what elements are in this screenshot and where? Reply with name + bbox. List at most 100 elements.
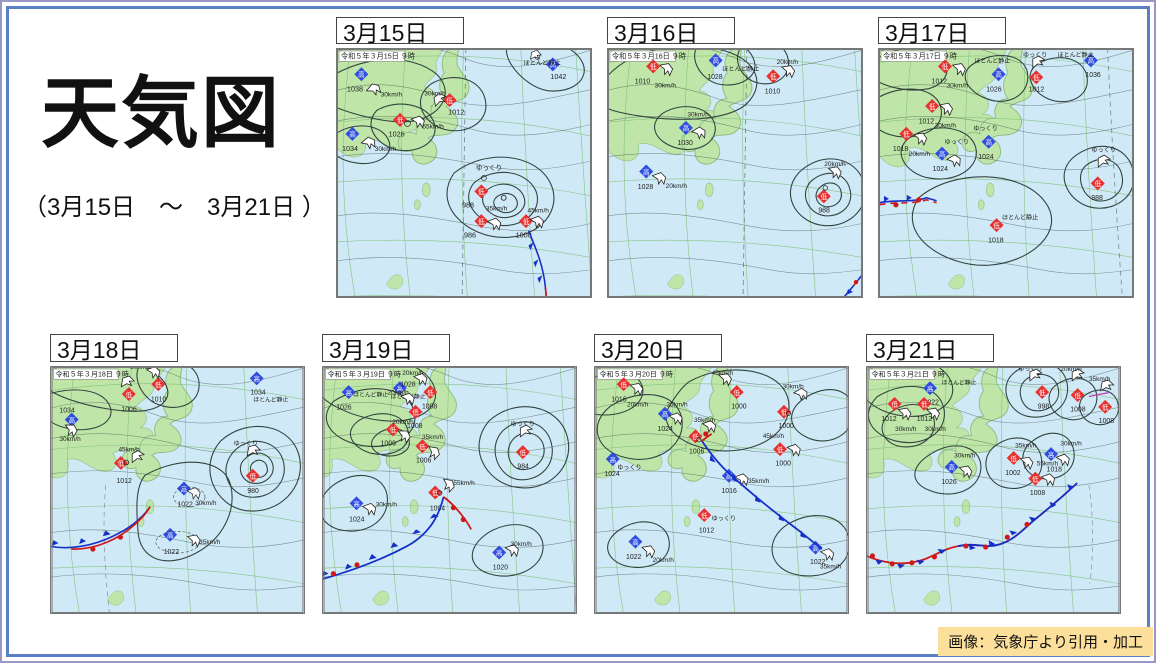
svg-text:1012: 1012 (699, 527, 714, 534)
svg-text:1028: 1028 (638, 184, 654, 191)
svg-text:1012: 1012 (932, 79, 948, 86)
svg-text:1006: 1006 (121, 406, 136, 413)
svg-text:1008: 1008 (1099, 418, 1114, 425)
svg-text:1030: 1030 (677, 140, 693, 147)
svg-text:1026: 1026 (986, 87, 1002, 94)
svg-text:1016: 1016 (722, 488, 737, 495)
svg-text:20km/h: 20km/h (824, 161, 846, 168)
svg-text:1008: 1008 (422, 403, 437, 410)
svg-text:ほとんど静止: ほとんど静止 (722, 65, 759, 73)
svg-text:30km/h: 30km/h (1060, 441, 1082, 448)
svg-text:30km/h: 30km/h (895, 426, 917, 433)
svg-text:低: 低 (1033, 73, 1040, 82)
svg-text:ほとんど静止: ほとんど静止 (941, 379, 976, 387)
svg-text:ゆっくり: ゆっくり (944, 139, 969, 146)
svg-text:1009: 1009 (381, 441, 396, 448)
svg-text:令和５年３月19日 ９時: 令和５年３月19日 ９時 (327, 369, 401, 378)
svg-text:30km/h: 30km/h (424, 91, 446, 98)
svg-text:ほとんど静止: ほとんど静止 (974, 57, 1010, 65)
svg-text:高: 高 (353, 499, 360, 508)
svg-text:20km/h: 20km/h (627, 401, 649, 408)
svg-text:高: 高 (643, 167, 650, 176)
svg-text:1018: 1018 (988, 237, 1004, 244)
svg-text:55km/h: 55km/h (422, 123, 444, 130)
svg-text:ほとんど静止: ほとんど静止 (1002, 214, 1038, 222)
svg-text:高: 高 (1048, 450, 1055, 459)
svg-text:ゆっくり: ゆっくり (617, 464, 641, 471)
svg-text:低: 低 (432, 488, 439, 497)
svg-text:高: 高 (358, 70, 365, 79)
svg-text:30km/h: 30km/h (381, 92, 403, 99)
svg-text:高: 高 (985, 138, 992, 147)
svg-text:高: 高 (712, 56, 719, 65)
svg-text:低: 低 (427, 388, 434, 397)
svg-text:988: 988 (818, 208, 830, 215)
svg-text:低: 低 (1095, 179, 1102, 188)
svg-text:令和５年３月20日 ９時: 令和５年３月20日 ９時 (599, 369, 673, 378)
svg-text:ゆっくり: ゆっくり (511, 421, 535, 428)
svg-text:1022: 1022 (178, 502, 193, 509)
svg-text:1018: 1018 (893, 146, 909, 153)
svg-text:1024: 1024 (658, 426, 673, 433)
svg-text:30km/h: 30km/h (935, 122, 957, 129)
svg-text:高: 高 (610, 455, 617, 464)
svg-text:45km/h: 45km/h (118, 447, 140, 454)
svg-text:1024: 1024 (604, 471, 619, 478)
svg-text:988: 988 (1091, 195, 1103, 202)
svg-text:1012: 1012 (917, 416, 932, 423)
svg-text:45km/h: 45km/h (712, 370, 734, 377)
svg-text:低: 低 (478, 187, 485, 196)
svg-text:ほとんど静止: ほとんど静止 (524, 59, 561, 67)
svg-text:1000: 1000 (779, 423, 794, 430)
svg-text:低: 低 (734, 388, 741, 397)
svg-text:1028: 1028 (707, 74, 723, 81)
svg-text:低: 低 (891, 400, 898, 409)
svg-text:高: 高 (69, 415, 76, 424)
svg-text:令和５年３月18日 ９時: 令和５年３月18日 ９時 (55, 369, 129, 378)
svg-text:高: 高 (683, 124, 690, 133)
svg-text:令和５年３月17日 ９時: 令和５年３月17日 ９時 (883, 51, 957, 60)
svg-text:55km/h: 55km/h (453, 480, 475, 487)
svg-text:低: 低 (921, 400, 928, 409)
svg-text:1000: 1000 (776, 460, 791, 467)
svg-text:20km/h: 20km/h (402, 370, 424, 377)
svg-text:20km/h: 20km/h (392, 419, 414, 426)
svg-text:低: 低 (650, 62, 657, 71)
svg-text:30km/h: 30km/h (687, 111, 709, 118)
svg-text:20km/h: 20km/h (388, 390, 410, 397)
svg-text:低: 低 (1102, 403, 1109, 412)
svg-text:1026: 1026 (941, 479, 956, 486)
svg-text:1034: 1034 (59, 407, 74, 414)
svg-text:低: 低 (523, 217, 530, 226)
svg-text:低: 低 (821, 192, 828, 201)
svg-text:1024: 1024 (349, 516, 364, 523)
svg-text:1012: 1012 (448, 107, 464, 116)
svg-text:1012: 1012 (1029, 87, 1045, 94)
svg-text:低: 低 (620, 380, 627, 389)
svg-text:高: 高 (349, 130, 356, 139)
svg-text:低: 低 (520, 448, 527, 457)
svg-text:高: 高 (662, 409, 669, 418)
svg-text:1012: 1012 (116, 478, 131, 485)
svg-text:低: 低 (770, 72, 777, 81)
svg-text:1006: 1006 (689, 449, 704, 456)
svg-text:低: 低 (1032, 474, 1039, 483)
svg-text:1010: 1010 (151, 396, 166, 403)
svg-text:低: 低 (942, 62, 949, 71)
svg-text:1008: 1008 (1070, 406, 1085, 413)
svg-text:高: 高 (632, 537, 639, 546)
svg-text:35km/h: 35km/h (486, 206, 508, 213)
svg-text:高: 高 (254, 374, 261, 383)
svg-text:984: 984 (517, 463, 529, 470)
svg-text:ゆっくり: ゆっくり (476, 164, 502, 172)
svg-text:ゆっくり: ゆっくり (973, 125, 998, 132)
svg-text:低: 低 (412, 408, 419, 417)
svg-text:低: 低 (777, 445, 784, 454)
svg-text:1012: 1012 (881, 416, 896, 423)
svg-text:1016: 1016 (611, 396, 626, 403)
svg-text:35km/h: 35km/h (1089, 376, 1111, 383)
svg-text:980: 980 (247, 488, 259, 495)
svg-text:低: 低 (126, 390, 133, 399)
svg-text:1036: 1036 (1085, 72, 1101, 79)
svg-text:令和５年３月15日 ９時: 令和５年３月15日 ９時 (341, 51, 415, 60)
